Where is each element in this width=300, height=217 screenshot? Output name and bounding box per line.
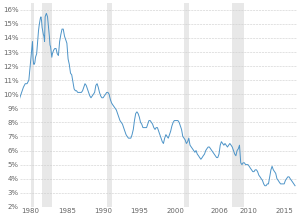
Bar	[232, 3, 244, 207]
Bar	[107, 3, 112, 207]
Bar	[184, 3, 189, 207]
Bar	[31, 3, 34, 207]
Bar	[41, 3, 52, 207]
